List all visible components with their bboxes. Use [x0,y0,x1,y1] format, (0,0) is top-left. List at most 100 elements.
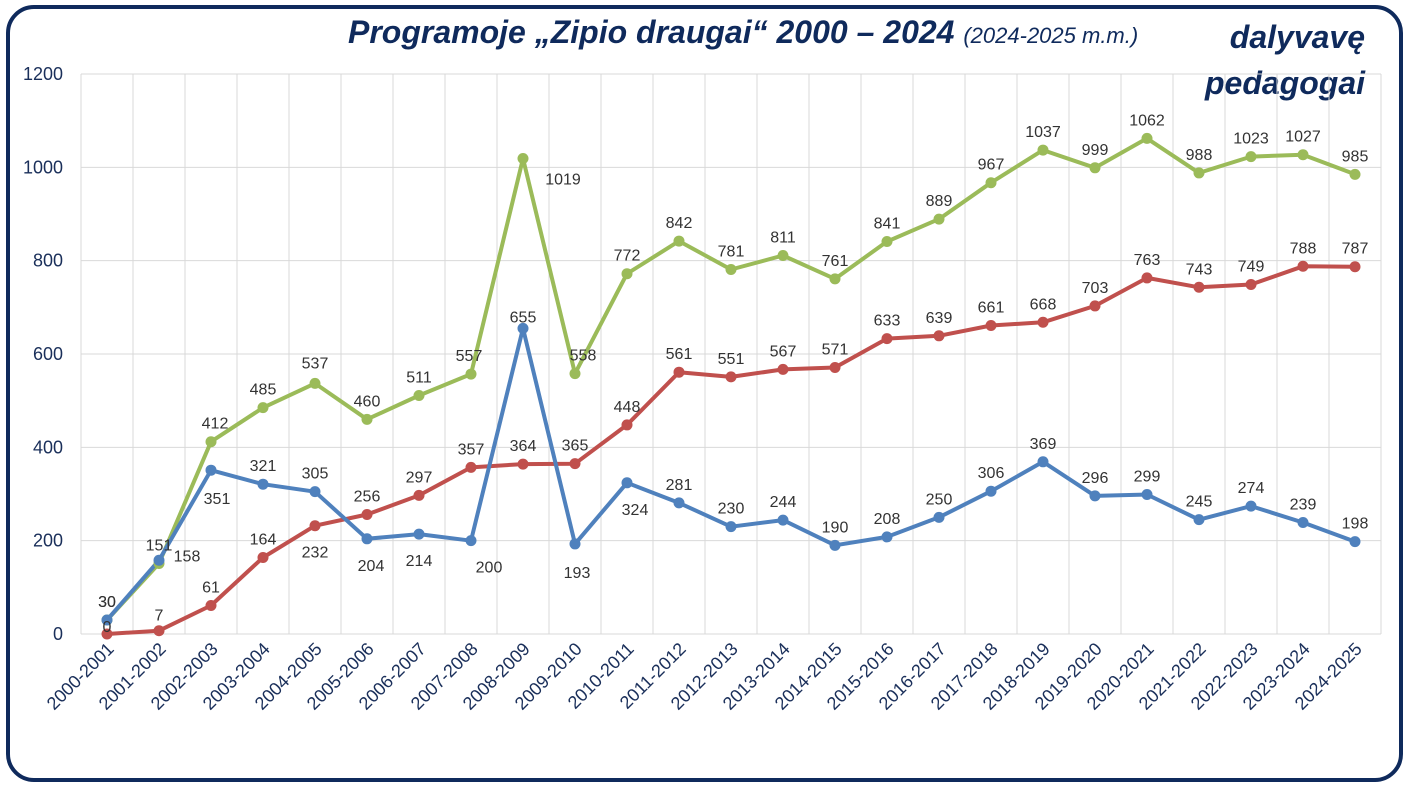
data-label: 208 [874,511,901,528]
data-label: 305 [302,466,329,483]
data-label: 230 [718,501,745,518]
data-label: 749 [1238,258,1265,275]
data-label: 788 [1290,240,1317,257]
data-point [621,268,633,280]
data-point [933,213,945,225]
data-point [777,250,789,262]
data-label: 164 [250,531,277,548]
data-point [1037,316,1049,328]
series-line [105,264,1357,636]
data-label: 193 [564,565,591,582]
data-label: 661 [978,300,1005,317]
data-label: 571 [822,342,849,359]
data-point [725,264,737,276]
data-point [1089,300,1101,312]
data-label: 256 [354,489,381,506]
data-label: 357 [458,441,485,458]
data-point [1141,488,1153,500]
data-label: 364 [510,438,537,455]
data-label: 214 [406,553,433,570]
data-label: 485 [250,382,277,399]
data-point [465,535,477,547]
data-point [1245,500,1257,512]
data-point [153,554,165,566]
data-label: 511 [406,370,432,387]
data-point [1245,278,1257,290]
data-point [621,419,633,431]
data-point [465,461,477,473]
data-point [309,377,321,389]
data-label: 351 [204,491,231,508]
data-point [257,551,269,563]
y-tick-label: 600 [33,344,63,364]
data-point [153,625,165,637]
data-label: 244 [770,494,797,511]
data-label: 811 [770,230,796,247]
data-label: 558 [570,348,597,365]
data-point [985,320,997,332]
data-point [569,368,581,380]
data-label: 412 [202,416,229,433]
data-label: 985 [1342,148,1369,165]
data-label: 551 [718,351,745,368]
data-point [569,538,581,550]
data-label: 841 [874,216,901,233]
data-point [205,436,217,448]
y-tick-label: 800 [33,251,63,271]
axes: 0200400600800100012002000-20012001-20022… [23,64,1366,714]
data-point [933,511,945,523]
data-label: 306 [978,465,1005,482]
data-point [1193,281,1205,293]
data-label: 1027 [1285,129,1321,146]
data-point [777,514,789,526]
data-point [205,464,217,476]
data-point [881,236,893,248]
data-point [1297,516,1309,528]
data-label: 537 [302,355,329,372]
data-point [309,520,321,532]
data-point [101,614,113,626]
data-point [725,371,737,383]
data-label: 232 [302,545,329,562]
data-label: 61 [202,580,220,597]
y-tick-label: 0 [53,624,63,644]
title-right-line2: pedagogai [1204,65,1365,101]
data-label: 781 [718,244,745,261]
data-label: 999 [1082,142,1109,159]
data-label: 281 [666,477,693,494]
data-point [517,458,529,470]
data-label: 967 [978,157,1005,174]
data-label: 297 [406,469,433,486]
data-label: 250 [926,491,953,508]
data-label: 321 [250,458,277,475]
data-label: 743 [1186,261,1213,278]
data-label: 7 [155,608,164,625]
data-point [621,477,633,489]
data-point [1245,151,1257,163]
data-point [257,402,269,414]
data-point [101,628,113,640]
data-label: 761 [822,253,849,270]
data-label: 1062 [1129,112,1165,129]
data-label: 557 [456,348,483,365]
data-point [361,533,373,545]
data-label: 639 [926,310,953,327]
data-label: 0 [103,619,112,636]
y-tick-label: 1200 [23,64,63,84]
y-tick-label: 400 [33,437,63,457]
data-label: 842 [666,215,693,232]
data-label: 299 [1134,468,1161,485]
data-label: 460 [354,393,381,410]
data-point [413,390,425,402]
data-label: 703 [1082,280,1109,297]
data-point [1349,168,1361,180]
data-point [1037,144,1049,156]
data-point [1141,272,1153,284]
data-point [881,531,893,543]
data-point [517,322,529,334]
data-point [829,539,841,551]
data-point [465,368,477,380]
title-main: Programoje „Zipio draugai“ 2000 – 2024 [348,14,955,50]
data-point [1297,149,1309,161]
